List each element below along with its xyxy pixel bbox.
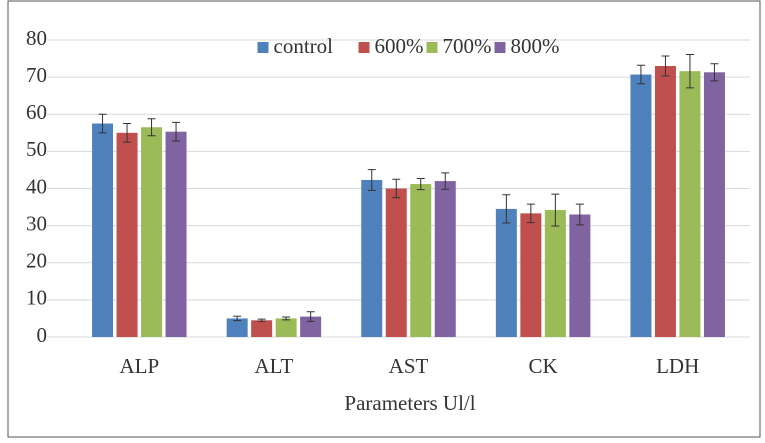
legend-swatch [257,42,269,53]
bar [544,210,566,337]
error-bar [233,315,242,322]
error-bar [661,55,670,77]
bar [385,188,407,337]
error-bar [392,178,401,199]
legend-label: 600% [375,34,424,58]
y-tick-label: 20 [26,249,47,273]
legend-label: 800% [511,34,560,58]
x-tick-label: ALP [119,354,159,378]
error-bar [575,203,584,226]
bar [116,132,138,337]
bar [410,184,432,337]
legend-swatch [426,42,438,53]
legend-swatch [494,42,506,53]
x-tick-label: AST [389,354,429,378]
legend-label: 700% [443,34,492,58]
bar [92,123,114,337]
y-tick-label: 50 [26,137,47,161]
bar [300,316,322,337]
error-bar [257,318,266,322]
error-bar [685,53,694,89]
error-bar [367,169,376,191]
bar [495,208,517,337]
error-bar [526,203,535,224]
bar [679,71,701,337]
bar [275,318,297,337]
x-tick-label: CK [529,354,558,378]
bar [165,131,187,337]
y-tick-label: 30 [26,211,47,235]
x-tick-label: LDH [656,354,699,378]
error-bar [502,194,511,224]
bar [361,179,383,337]
legend-swatch [358,42,370,53]
error-bar [306,311,315,322]
y-tick-label: 10 [26,286,47,310]
error-bar [98,113,107,134]
y-tick-label: 0 [37,323,48,347]
error-bar [636,64,645,85]
error-bar [172,121,181,142]
bar [251,320,273,337]
bar [654,65,676,338]
error-bar [416,177,425,191]
bar [569,214,591,337]
error-bar [441,172,450,190]
bar [630,74,652,338]
error-bar [710,63,719,82]
bar [226,318,248,337]
y-tick-label: 60 [26,100,47,124]
error-bar [147,118,156,137]
bar [520,213,542,337]
bar [703,72,725,337]
error-bar [123,123,132,143]
x-tick-label: ALT [254,354,293,378]
bar [141,127,163,338]
bar [434,181,456,337]
y-tick-label: 40 [26,174,47,198]
y-tick-label: 70 [26,63,47,87]
error-bar [551,193,560,227]
y-tick-label: 80 [26,26,47,50]
x-axis-label: Parameters Ul/l [344,391,475,415]
error-bar [282,316,291,321]
legend-label: control [274,34,334,58]
